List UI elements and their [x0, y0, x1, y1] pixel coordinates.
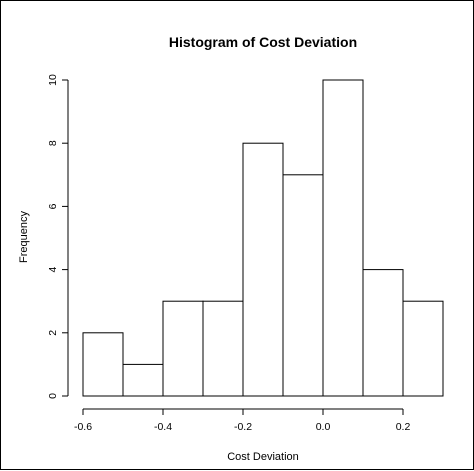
histogram-bar-0 — [82, 332, 124, 397]
y-tick-label: 10 — [47, 74, 59, 86]
y-tick-label: 6 — [47, 203, 59, 209]
histogram-bar-3 — [202, 300, 244, 397]
y-axis: 0 2 4 6 8 10 — [47, 74, 69, 399]
bars-group — [82, 79, 444, 397]
histogram-bar-5 — [282, 174, 324, 397]
y-tick-label: 0 — [47, 393, 59, 399]
y-tick-label: 2 — [47, 330, 59, 336]
histogram-bar-1 — [122, 363, 164, 397]
x-tick-label: 0.0 — [316, 421, 331, 433]
histogram-bar-6 — [322, 79, 364, 397]
histogram-bar-8 — [402, 300, 444, 397]
histogram-bar-7 — [362, 269, 404, 397]
y-tick-label: 4 — [47, 267, 59, 273]
x-tick-label: -0.2 — [234, 421, 252, 433]
histogram-bar-4 — [242, 142, 284, 397]
x-axis-label: Cost Deviation — [227, 451, 299, 463]
x-tick-label: -0.4 — [154, 421, 172, 433]
chart-title: Histogram of Cost Deviation — [169, 34, 357, 50]
x-tick-label: 0.2 — [396, 421, 411, 433]
y-tick-label: 8 — [47, 140, 59, 146]
y-axis-label: Frequency — [18, 211, 30, 263]
x-tick-label: -0.6 — [74, 421, 92, 433]
histogram-bar-2 — [162, 300, 204, 397]
x-axis: -0.6 -0.4 -0.2 0.0 0.2 — [74, 408, 411, 433]
